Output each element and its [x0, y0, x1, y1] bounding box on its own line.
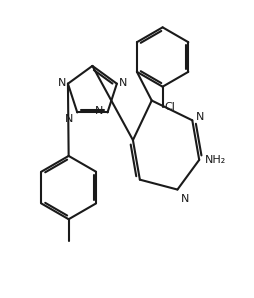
Text: N: N: [180, 193, 188, 204]
Text: N: N: [118, 78, 127, 88]
Text: N: N: [65, 114, 73, 125]
Text: N: N: [95, 106, 103, 117]
Text: NH₂: NH₂: [204, 155, 226, 165]
Text: N: N: [196, 112, 204, 122]
Text: N: N: [57, 78, 66, 88]
Text: Cl: Cl: [164, 103, 175, 112]
